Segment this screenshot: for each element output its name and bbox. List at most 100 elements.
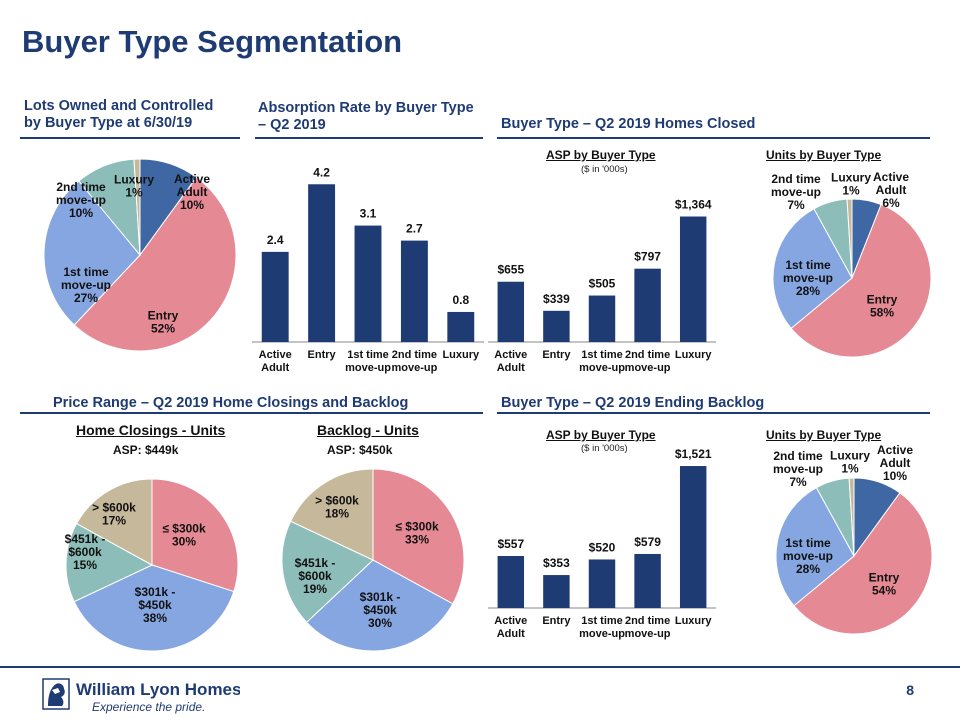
asp-closed-heading: ASP by Buyer Type — [546, 148, 656, 162]
data-label-entry: $339 — [543, 292, 570, 306]
slice-label-1st-time-move-up: 1st time move-up 27% — [61, 265, 111, 305]
section-title-absorption: Absorption Rate by Buyer Type – Q2 2019 — [258, 100, 474, 133]
slice-label-2nd-time-move-up: 2nd time move-up 10% — [56, 180, 106, 220]
company-logo: William Lyon Homes Experience the pride. — [40, 676, 241, 716]
asp-closed-note: ($ in '000s) — [581, 164, 628, 175]
data-label-luxury: $1,364 — [675, 198, 712, 212]
slice-label-300k: ≤ $300k 33% — [395, 520, 439, 547]
slice-label-entry: Entry 54% — [869, 571, 900, 598]
tick-label-active-adult: Active Adult — [259, 349, 292, 374]
slice-451k-600k — [281, 520, 374, 624]
data-label-luxury: 0.8 — [452, 293, 469, 307]
bar-2nd-time-move-up — [634, 553, 661, 608]
tick-label-active-adult: Active Adult — [494, 615, 527, 640]
slice-301k-450k — [73, 564, 235, 652]
slice-label-active-adult: Active Adult 10% — [877, 443, 913, 483]
slice-label-1st-time-move-up: 1st time move-up 28% — [783, 258, 833, 298]
slice-label-451k-600k: $451k -$600k 15% — [65, 532, 106, 572]
tick-label-entry: Entry — [542, 349, 571, 361]
tick-label-2nd-time-move-up: 2nd time move-up — [625, 615, 671, 640]
tick-label-2nd-time-move-up: 2nd time move-up — [625, 349, 671, 374]
footer-rule — [0, 666, 960, 668]
data-label-entry: $353 — [543, 556, 570, 570]
tick-label-entry: Entry — [542, 615, 571, 627]
logo-tagline: Experience the pride. — [92, 700, 205, 714]
slice-label-451k-600k: $451k -$600k 19% — [295, 556, 336, 596]
slice-entry — [73, 176, 237, 352]
section-title-price: Price Range – Q2 2019 Home Closings and … — [53, 395, 409, 411]
data-label-1st-time-move-up: $505 — [589, 277, 616, 291]
tick-label-luxury: Luxury — [675, 349, 713, 361]
slice-label-luxury: Luxury 1% — [831, 171, 871, 198]
bar-1st-time-move-up — [354, 225, 382, 342]
bar-active-adult — [497, 281, 525, 342]
bar-entry — [543, 575, 570, 608]
section-title-backlog: Buyer Type – Q2 2019 Ending Backlog — [501, 395, 765, 411]
slice-entry — [793, 492, 933, 635]
slice-label-entry: Entry 52% — [148, 309, 179, 336]
bar-1st-time-move-up — [588, 559, 616, 608]
data-label-2nd-time-move-up: 2.7 — [406, 222, 423, 236]
tick-label-luxury: Luxury — [675, 615, 713, 627]
home-closings-asp: ASP: $449k — [113, 443, 179, 457]
section-title-lots: Lots Owned and Controlled by Buyer Type … — [24, 98, 214, 131]
slice-1st-time-move-up — [43, 180, 141, 326]
tick-label-active-adult: Active Adult — [494, 349, 527, 374]
page-number: 8 — [906, 682, 914, 698]
tick-label-1st-time-move-up: 1st time move-up — [579, 349, 625, 374]
logo-name: William Lyon Homes — [76, 680, 240, 699]
data-label-active-adult: 2.4 — [267, 233, 284, 247]
section-rule — [497, 412, 930, 414]
slice-301k-450k — [305, 559, 454, 652]
slice-label-300k: ≤ $300k 30% — [162, 522, 206, 549]
bar-chart-absorption: 2.4 Active Adult 4.2 Entry 3.1 1st time move-up… — [252, 165, 484, 374]
slice-luxury — [846, 198, 853, 279]
asp-backlog-heading: ASP by Buyer Type — [546, 428, 656, 442]
slice-label-active-adult: Active Adult 10% — [174, 172, 210, 212]
data-label-2nd-time-move-up: $579 — [634, 535, 661, 549]
pie-chart-lots: Active Adult 10% Entry 52% 1st time move-up 27%… — [43, 158, 237, 352]
slice-label-2nd-time-move-up: 2nd time move-up 7% — [771, 172, 821, 212]
bar-entry — [543, 310, 570, 342]
tick-label-1st-time-move-up: 1st time move-up — [579, 615, 625, 640]
section-rule — [20, 412, 483, 414]
page-title: Buyer Type Segmentation — [22, 24, 403, 59]
bar-active-adult — [497, 556, 525, 608]
bar-2nd-time-move-up — [400, 240, 428, 342]
slice-300k — [372, 468, 465, 605]
section-rule — [20, 137, 240, 139]
bar-chart-asp_closed: $655 Active Adult $339 Entry $505 1st time move… — [488, 198, 716, 374]
slice-label-1st-time-move-up: 1st time move-up 28% — [783, 536, 833, 576]
lion-logo-icon: William Lyon Homes Experience the pride. — [42, 678, 241, 714]
backlog-units-heading: Backlog - Units — [317, 422, 419, 438]
data-label-active-adult: $655 — [497, 263, 524, 277]
bar-luxury — [447, 311, 475, 342]
slice-600k — [289, 468, 374, 561]
home-closings-heading: Home Closings - Units — [76, 422, 226, 438]
slice-label-600k: > $600k 18% — [315, 494, 359, 521]
units-closed-heading: Units by Buyer Type — [766, 148, 882, 162]
section-title-closed: Buyer Type – Q2 2019 Homes Closed — [501, 116, 756, 132]
slice-label-luxury: Luxury 1% — [114, 173, 154, 200]
tick-label-1st-time-move-up: 1st time move-up — [345, 349, 391, 374]
tick-label-entry: Entry — [308, 349, 337, 361]
data-label-2nd-time-move-up: $797 — [634, 250, 661, 264]
data-label-1st-time-move-up: $520 — [589, 540, 616, 554]
slice-label-301k-450k: $301k -$450k 30% — [360, 590, 401, 630]
section-rule — [255, 137, 483, 139]
pie-chart-units_closed: Active Adult 6% Entry 58% 1st time move-up 28% 2… — [771, 170, 932, 358]
bar-2nd-time-move-up — [634, 268, 661, 342]
bar-1st-time-move-up — [588, 295, 616, 342]
bar-entry — [308, 184, 336, 342]
data-label-luxury: $1,521 — [675, 447, 712, 461]
slice-luxury — [848, 477, 855, 557]
bar-chart-asp_backlog: $557 Active Adult $353 Entry $520 1st time move… — [488, 447, 716, 640]
data-label-1st-time-move-up: 3.1 — [360, 207, 377, 221]
slice-451k-600k — [65, 522, 154, 603]
bar-active-adult — [261, 251, 289, 342]
backlog-units-asp: ASP: $450k — [327, 443, 393, 457]
pie-chart-backlog_units: ≤ $300k 33% $301k -$450k 30% $451k -$600k 19%… — [281, 468, 465, 652]
slice-label-301k-450k: $301k -$450k 38% — [135, 585, 176, 625]
slice-entry — [790, 203, 932, 358]
